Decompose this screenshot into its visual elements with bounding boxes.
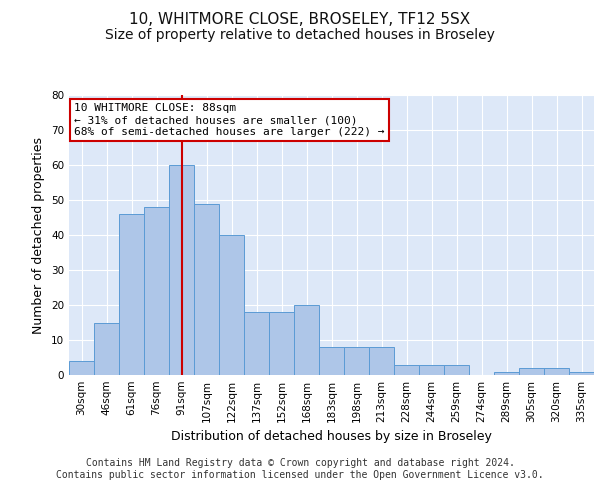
Bar <box>119 214 144 375</box>
Bar <box>519 368 544 375</box>
Bar <box>294 305 319 375</box>
Y-axis label: Number of detached properties: Number of detached properties <box>32 136 46 334</box>
Bar <box>394 364 419 375</box>
Bar <box>569 372 594 375</box>
Bar <box>369 347 394 375</box>
Bar <box>494 372 519 375</box>
Bar <box>194 204 219 375</box>
Text: 10 WHITMORE CLOSE: 88sqm
← 31% of detached houses are smaller (100)
68% of semi-: 10 WHITMORE CLOSE: 88sqm ← 31% of detach… <box>74 104 385 136</box>
Bar <box>444 364 469 375</box>
Bar <box>169 165 194 375</box>
Text: 10, WHITMORE CLOSE, BROSELEY, TF12 5SX: 10, WHITMORE CLOSE, BROSELEY, TF12 5SX <box>130 12 470 28</box>
X-axis label: Distribution of detached houses by size in Broseley: Distribution of detached houses by size … <box>171 430 492 444</box>
Bar <box>269 312 294 375</box>
Bar <box>144 207 169 375</box>
Text: Size of property relative to detached houses in Broseley: Size of property relative to detached ho… <box>105 28 495 42</box>
Bar <box>219 235 244 375</box>
Bar <box>419 364 444 375</box>
Bar <box>94 322 119 375</box>
Bar <box>319 347 344 375</box>
Bar <box>244 312 269 375</box>
Bar <box>344 347 369 375</box>
Text: Contains HM Land Registry data © Crown copyright and database right 2024.: Contains HM Land Registry data © Crown c… <box>86 458 514 468</box>
Text: Contains public sector information licensed under the Open Government Licence v3: Contains public sector information licen… <box>56 470 544 480</box>
Bar <box>69 361 94 375</box>
Bar <box>544 368 569 375</box>
